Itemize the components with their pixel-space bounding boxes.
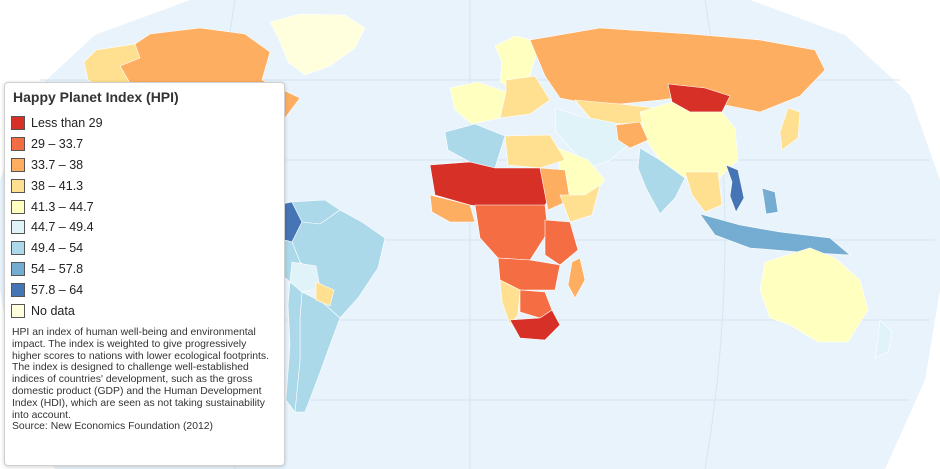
legend-item-29-33-7[interactable]: 29 – 33.7 — [11, 134, 278, 155]
legend-swatch — [11, 261, 25, 276]
legend-swatch — [11, 241, 25, 256]
legend-description: HPI an index of human well-being and env… — [12, 327, 278, 433]
legend-swatch — [11, 137, 25, 152]
legend-item-41-3-44-7[interactable]: 41.3 – 44.7 — [11, 196, 278, 217]
legend-swatch — [11, 178, 25, 193]
region-west-africa[interactable] — [429, 194, 476, 223]
region-south-africa[interactable] — [509, 309, 561, 341]
region-horn-of-africa[interactable] — [559, 184, 601, 223]
description-text: HPI an index of human well-being and env… — [12, 326, 270, 362]
legend-swatch — [11, 157, 25, 172]
legend-label: 49.4 – 54 — [31, 241, 84, 256]
region-east-africa[interactable] — [544, 219, 579, 266]
region-bolivia[interactable] — [289, 261, 321, 293]
legend-swatch — [11, 303, 25, 318]
legend-item-no-data[interactable]: No data — [11, 300, 278, 321]
legend-item-38-41-3[interactable]: 38 – 41.3 — [11, 175, 278, 196]
legend-label: Less than 29 — [31, 116, 103, 131]
legend-item-33-7-38[interactable]: 33.7 – 38 — [11, 155, 278, 176]
region-madagascar[interactable] — [567, 257, 586, 299]
legend-swatch — [11, 282, 25, 297]
legend-label: 57.8 – 64 — [31, 282, 84, 297]
legend-item-49-4-54[interactable]: 49.4 – 54 — [11, 238, 278, 259]
region-mainland-se-asia[interactable] — [684, 171, 723, 213]
region-vietnam[interactable] — [725, 164, 745, 213]
legend-item-57-8-64[interactable]: 57.8 – 64 — [11, 279, 278, 300]
region-india[interactable] — [637, 147, 686, 215]
legend-swatch — [11, 199, 25, 214]
description-text-2: The index is designed to challenge well-… — [12, 362, 265, 421]
region-middle-east[interactable] — [554, 107, 629, 169]
region-eastern-europe[interactable] — [499, 75, 551, 119]
legend-label: 29 – 33.7 — [31, 137, 84, 152]
source-text: Source: New Economics Foundation (2012) — [12, 421, 213, 433]
legend-panel: Happy Planet Index (HPI) Less than 29 29… — [4, 82, 285, 466]
region-greenland[interactable] — [269, 13, 366, 76]
region-libya-egypt[interactable] — [504, 134, 566, 169]
legend-item-54-57-8[interactable]: 54 – 57.8 — [11, 259, 278, 280]
legend-swatch — [11, 220, 25, 235]
legend-item-44-7-49-4[interactable]: 44.7 – 49.4 — [11, 217, 278, 238]
region-philippines[interactable] — [761, 187, 779, 215]
region-chile[interactable] — [285, 281, 303, 413]
region-china[interactable] — [639, 101, 739, 183]
region-russia[interactable] — [529, 27, 826, 113]
region-afghanistan[interactable] — [615, 121, 649, 149]
legend-label: 44.7 – 49.4 — [31, 220, 94, 235]
region-australia[interactable] — [759, 247, 869, 343]
legend-item-less-than-29[interactable]: Less than 29 — [11, 113, 278, 134]
legend-label: 38 – 41.3 — [31, 178, 84, 193]
region-paraguay[interactable] — [315, 281, 335, 307]
legend-swatch — [11, 116, 25, 131]
legend-list: Less than 29 29 – 33.7 33.7 – 38 38 – 41… — [11, 113, 278, 321]
region-new-zealand[interactable] — [874, 319, 893, 359]
region-japan[interactable] — [779, 107, 801, 151]
region-indonesia[interactable] — [699, 213, 851, 256]
legend-label: 41.3 – 44.7 — [31, 199, 94, 214]
legend-label: 33.7 – 38 — [31, 157, 84, 172]
legend-label: 54 – 57.8 — [31, 261, 84, 276]
legend-title: Happy Planet Index (HPI) — [13, 89, 179, 105]
legend-label: No data — [31, 303, 75, 318]
